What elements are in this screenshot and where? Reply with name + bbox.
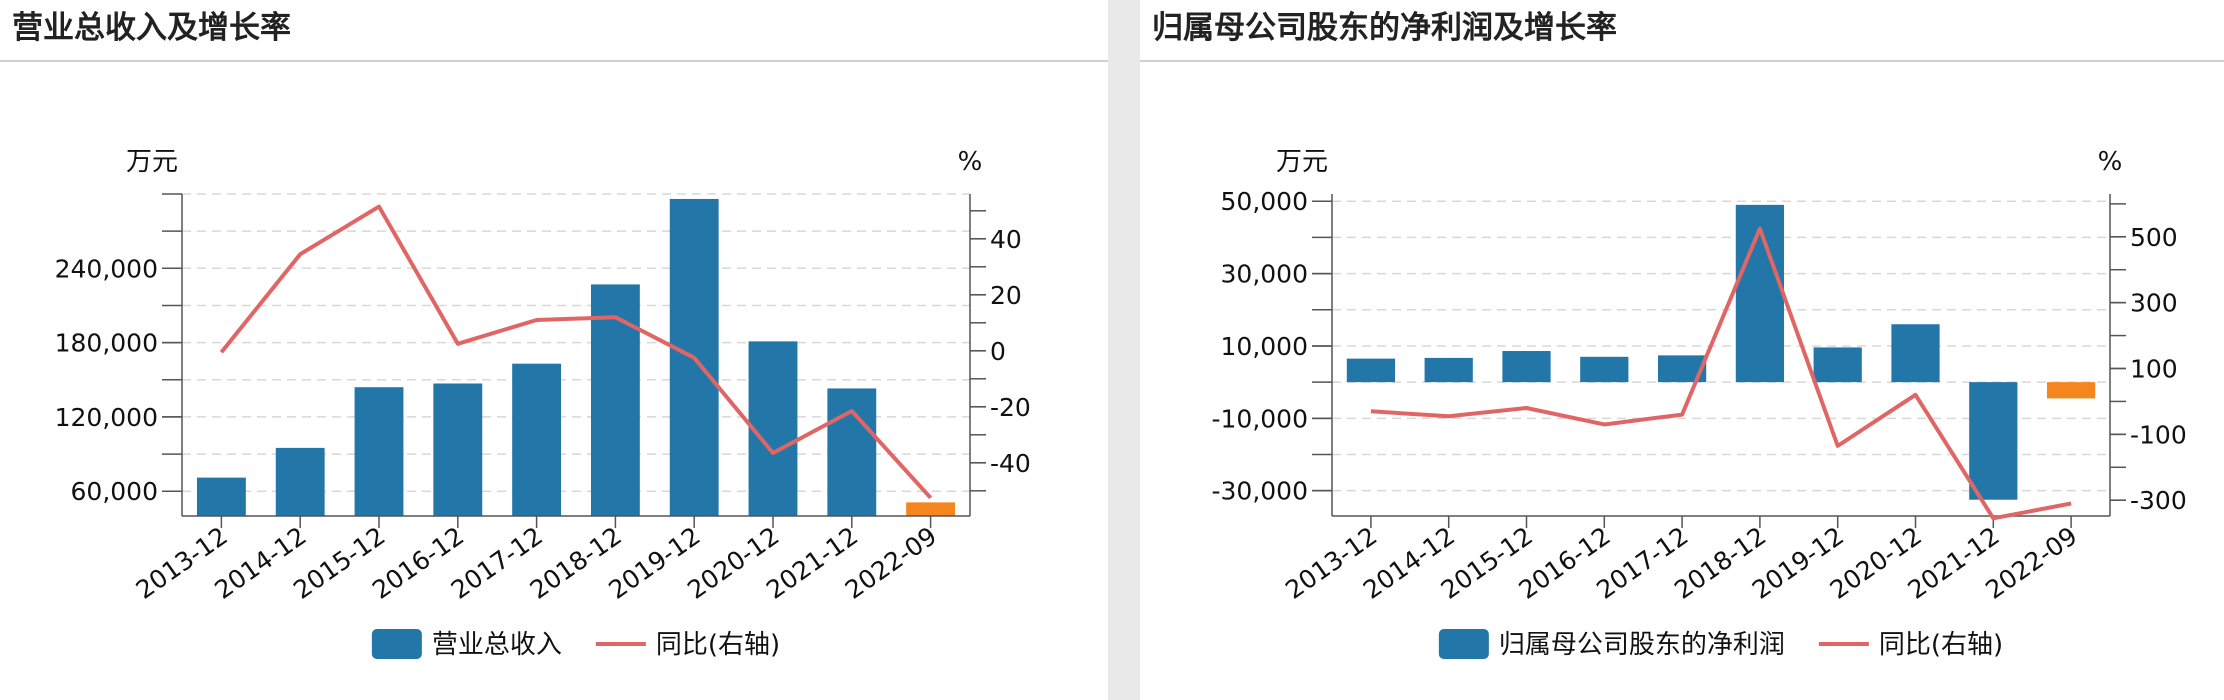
right-axis-unit-label: %	[958, 147, 983, 177]
right-axis-tick-label: -40	[990, 449, 1031, 478]
chart-title: 归属母公司股东的净利润及增长率	[1152, 10, 1617, 46]
bar	[1580, 356, 1629, 383]
bar	[1346, 358, 1396, 383]
bar	[1891, 324, 1940, 383]
bar	[590, 284, 640, 516]
left-axis-tick-label: 240,000	[55, 254, 158, 283]
legend: 归属母公司股东的净利润 同比(右轴)	[1438, 629, 2003, 660]
left-axis-tick-label: 180,000	[55, 329, 158, 358]
left-axis-tick-label: 50,000	[1221, 187, 1308, 216]
right-axis-tick-label: -300	[2130, 486, 2187, 515]
right-axis-tick-label: -20	[990, 393, 1031, 422]
legend-bar-label: 营业总收入	[432, 630, 562, 660]
right-axis-tick-label: 100	[2130, 354, 2178, 383]
net-profit-chart: -30,000 -10,000 10,000 30,000 50,000 -300 -100…	[1212, 147, 2187, 660]
chart-title: 营业总收入及增长率	[12, 10, 291, 46]
bar	[512, 363, 562, 516]
bar	[196, 477, 246, 516]
legend: 营业总收入 同比(右轴)	[371, 629, 780, 660]
legend-line-label: 同比(右轴)	[656, 630, 780, 660]
left-axis-unit-label: 万元	[1276, 147, 1328, 177]
right-axis-tick-label: 0	[990, 337, 1006, 366]
legend-bar-swatch	[371, 629, 422, 659]
legend-bar-label: 归属母公司股东的净利润	[1499, 630, 1785, 660]
bar	[906, 502, 956, 516]
growth-line	[219, 204, 933, 500]
right-axis-tick-label: 300	[2130, 289, 2178, 318]
legend-bar-swatch	[1438, 629, 1489, 659]
bar	[1969, 382, 2018, 500]
legend-line-label: 同比(右轴)	[1879, 630, 2003, 660]
bar	[1502, 351, 1551, 383]
revenue-panel: 营业总收入及增长率 60,000 120,000 180,000 240,000 -40…	[0, 0, 1108, 700]
right-axis-tick-label: 20	[990, 281, 1022, 310]
left-axis-tick-label: 120,000	[55, 403, 158, 432]
left-axis-tick-label: -30,000	[1212, 477, 1309, 506]
right-axis-tick-label: 40	[990, 225, 1022, 254]
bar	[433, 383, 483, 516]
left-axis-tick-label: -10,000	[1212, 404, 1309, 433]
title-divider	[0, 60, 1108, 62]
bar	[1424, 357, 1473, 383]
net-profit-panel: 归属母公司股东的净利润及增长率 -30,000 -10,000 10,000 30,0…	[1140, 0, 2224, 700]
right-axis-tick-label: -100	[2130, 420, 2187, 449]
revenue-chart: 60,000 120,000 180,000 240,000 -40 -20 0 20 40 万元…	[55, 147, 1031, 660]
right-axis-tick-label: 500	[2130, 223, 2178, 252]
growth-line	[1370, 226, 2072, 521]
bar	[827, 388, 877, 516]
title-divider	[1140, 60, 2224, 62]
left-axis-tick-label: 30,000	[1221, 260, 1308, 289]
bar	[1813, 347, 1862, 383]
bar	[2046, 382, 2096, 399]
bar	[275, 447, 325, 516]
bar	[354, 387, 404, 516]
right-axis-unit-label: %	[2098, 147, 2123, 177]
left-axis-unit-label: 万元	[126, 147, 178, 177]
left-axis-tick-label: 60,000	[71, 477, 158, 506]
left-axis-tick-label: 10,000	[1221, 332, 1308, 361]
bar	[748, 341, 798, 516]
